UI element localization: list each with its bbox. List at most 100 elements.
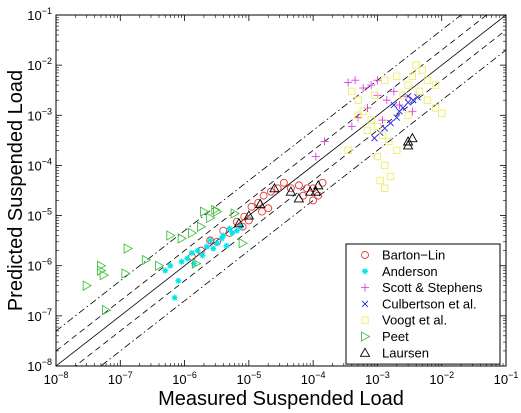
data-point <box>378 131 387 139</box>
data-point <box>194 247 201 254</box>
data-point <box>348 87 356 96</box>
data-point <box>167 262 174 269</box>
series-0 <box>187 178 327 261</box>
data-point <box>162 267 169 274</box>
data-point <box>412 61 420 69</box>
y-tick-label-exponent: −5 <box>42 207 52 217</box>
legend-marker-3 <box>361 300 369 308</box>
data-point <box>393 72 401 80</box>
data-point <box>213 206 223 217</box>
data-point <box>243 210 255 220</box>
legend-label: Voogt et al. <box>382 313 447 328</box>
data-point <box>390 101 398 109</box>
data-point <box>386 172 395 181</box>
data-point <box>175 277 182 284</box>
y-tick-label-base: 10 <box>27 359 41 374</box>
series-1 <box>162 223 244 301</box>
x-tick-label-base: 10 <box>108 372 122 387</box>
data-point <box>177 233 188 244</box>
data-point <box>373 152 382 161</box>
data-point <box>404 99 412 106</box>
data-point <box>354 96 362 104</box>
data-point <box>344 78 353 87</box>
data-point-stroke <box>234 228 240 234</box>
data-point <box>238 238 249 249</box>
data-point-stroke <box>189 250 195 256</box>
legend-marker-4 <box>361 316 369 324</box>
data-point-stroke <box>207 237 213 243</box>
data-point <box>318 178 327 187</box>
data-point <box>258 207 266 216</box>
data-point <box>414 93 421 101</box>
data-point <box>207 237 214 244</box>
data-point <box>359 107 367 115</box>
y-tick-label: 10−7 <box>27 307 52 324</box>
series-6 <box>233 132 418 228</box>
data-point <box>354 111 362 119</box>
data-point <box>376 176 384 185</box>
data-point <box>431 104 440 112</box>
legend-label: Scott & Stephens <box>382 280 483 295</box>
data-point <box>351 76 360 85</box>
data-point-stroke <box>175 278 181 284</box>
data-point <box>211 204 221 216</box>
data-point <box>378 116 387 125</box>
data-point-stroke <box>179 259 185 265</box>
data-point <box>99 269 110 281</box>
legend-marker <box>361 251 369 259</box>
data-point-stroke <box>390 101 398 109</box>
y-tick-label-base: 10 <box>27 309 41 324</box>
y-tick-label-base: 10 <box>27 209 41 224</box>
data-point <box>286 184 295 193</box>
legend-marker <box>359 347 371 357</box>
y-tick-label-base: 10 <box>27 8 41 23</box>
data-point <box>210 245 217 252</box>
line-1-to-1 <box>56 15 506 366</box>
data-point <box>311 152 320 161</box>
x-tick-label-base: 10 <box>44 372 58 387</box>
x-tick-label: 10−7 <box>108 370 133 387</box>
data-point <box>404 81 412 89</box>
data-point-stroke <box>371 134 378 142</box>
data-point <box>264 204 273 213</box>
data-point-stroke <box>387 119 394 127</box>
x-tick-label-exponent: −1 <box>508 370 518 380</box>
data-point <box>310 186 322 196</box>
x-tick-label-exponent: −8 <box>58 370 68 380</box>
y-tick-label-exponent: −3 <box>42 106 52 116</box>
data-point <box>229 229 236 236</box>
data-point <box>418 66 427 74</box>
legend-label: Anderson <box>382 264 438 279</box>
y-tick-label-exponent: −7 <box>42 307 52 317</box>
data-point <box>367 81 376 90</box>
y-tick-label-base: 10 <box>27 259 41 274</box>
data-point <box>409 96 417 104</box>
data-point <box>393 146 401 154</box>
series-4 <box>344 61 446 192</box>
data-point-stroke <box>162 268 168 274</box>
legend-marker-5 <box>361 331 371 342</box>
x-axis-title: Measured Suspended Load <box>158 388 404 410</box>
legend-marker <box>361 331 371 342</box>
data-point <box>82 280 93 291</box>
data-point <box>373 76 382 85</box>
data-point <box>96 260 107 271</box>
x-tick-label: 10−8 <box>44 370 69 387</box>
x-tick-label: 10−1 <box>494 370 519 387</box>
data-point <box>233 217 245 228</box>
data-point <box>396 107 403 115</box>
data-point <box>387 119 394 127</box>
data-point <box>320 137 329 146</box>
legend-marker <box>362 268 368 275</box>
data-point <box>96 265 107 276</box>
data-point <box>399 91 407 99</box>
data-point <box>304 186 316 196</box>
x-tick-label: 10−5 <box>236 370 261 387</box>
x-tick-label: 10−3 <box>365 370 390 387</box>
data-point <box>389 87 398 96</box>
data-point <box>102 304 112 316</box>
legend-marker-6 <box>359 347 371 357</box>
data-point <box>293 192 305 203</box>
